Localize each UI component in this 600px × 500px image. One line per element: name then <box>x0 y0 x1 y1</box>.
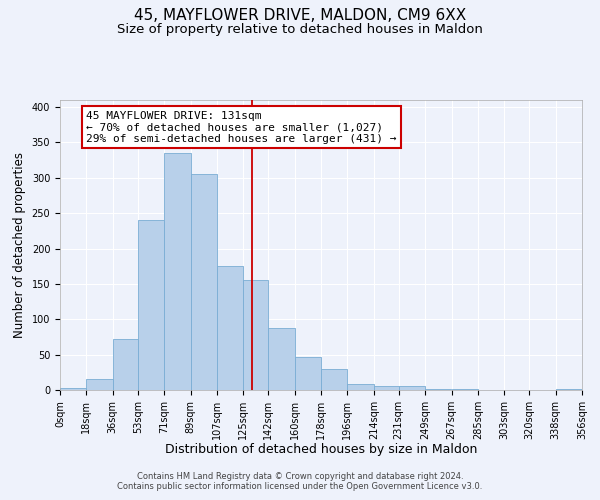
Bar <box>164 153 191 390</box>
Text: 45 MAYFLOWER DRIVE: 131sqm
← 70% of detached houses are smaller (1,027)
29% of s: 45 MAYFLOWER DRIVE: 131sqm ← 70% of deta… <box>86 110 397 144</box>
Y-axis label: Number of detached properties: Number of detached properties <box>13 152 26 338</box>
Bar <box>556 388 582 390</box>
Text: Distribution of detached houses by size in Maldon: Distribution of detached houses by size … <box>165 442 477 456</box>
Bar <box>113 339 138 390</box>
Bar <box>138 220 164 390</box>
Text: Contains HM Land Registry data © Crown copyright and database right 2024.: Contains HM Land Registry data © Crown c… <box>137 472 463 481</box>
Bar <box>86 380 113 390</box>
Bar <box>399 386 425 390</box>
Text: 45, MAYFLOWER DRIVE, MALDON, CM9 6XX: 45, MAYFLOWER DRIVE, MALDON, CM9 6XX <box>134 8 466 22</box>
Bar <box>217 266 243 390</box>
Text: Contains public sector information licensed under the Open Government Licence v3: Contains public sector information licen… <box>118 482 482 491</box>
Bar <box>295 358 321 390</box>
Bar <box>347 384 374 390</box>
Bar <box>321 370 347 390</box>
Bar <box>268 328 295 390</box>
Bar <box>243 280 268 390</box>
Bar <box>425 388 451 390</box>
Bar <box>60 388 86 390</box>
Bar <box>191 174 217 390</box>
Bar <box>374 386 399 390</box>
Text: Size of property relative to detached houses in Maldon: Size of property relative to detached ho… <box>117 22 483 36</box>
